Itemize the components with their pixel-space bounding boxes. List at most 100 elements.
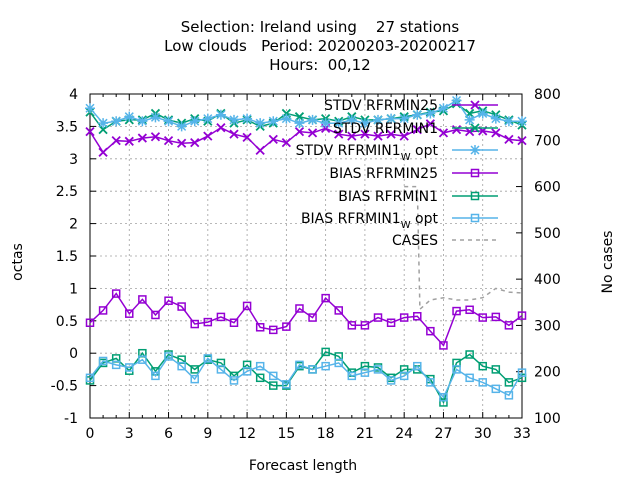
legend-swatch-marker — [470, 145, 480, 155]
y-tick-label: 3 — [69, 152, 78, 168]
legend-swatch-marker — [470, 168, 480, 178]
data-point — [190, 319, 199, 329]
data-point — [85, 373, 95, 383]
data-point — [111, 136, 121, 146]
series-line — [404, 185, 523, 311]
data-point — [85, 318, 95, 327]
data-point — [189, 116, 200, 127]
data-point — [190, 137, 200, 148]
data-point — [203, 131, 213, 141]
data-point — [229, 376, 239, 385]
data-point — [138, 295, 147, 304]
data-point — [464, 126, 475, 137]
data-point — [334, 129, 344, 139]
data-point — [504, 378, 514, 387]
x-axis-label: Forecast length — [249, 458, 357, 474]
data-point — [425, 119, 436, 129]
data-point — [164, 352, 173, 361]
data-point — [386, 113, 397, 124]
legend-label-tail: opt — [411, 211, 439, 227]
data-point — [151, 371, 160, 381]
data-point — [412, 125, 422, 135]
data-point — [373, 114, 383, 125]
ticks: 0 3 6 9 12 15 18 21 24 27 30 33 -1 -0.5 0 0.5 1 1.5 2 2.5 3 3… — [51, 87, 561, 442]
data-point — [478, 378, 487, 387]
data-point — [85, 103, 95, 114]
data-point — [177, 361, 186, 371]
series-5 — [85, 352, 527, 402]
x-tick-label: 15 — [277, 426, 295, 442]
x-tick-label: 9 — [203, 426, 212, 442]
data-point — [242, 132, 252, 143]
data-point — [517, 368, 527, 377]
y-tick-label: 0 — [69, 346, 78, 362]
data-point — [452, 365, 461, 374]
y-tick-label: 1 — [69, 281, 78, 297]
data-point — [124, 136, 134, 146]
data-point — [137, 116, 148, 127]
data-point — [413, 361, 422, 371]
chart-title-line-1: Selection: Ireland using 27 stations — [181, 18, 460, 36]
legend-label-sub: W — [401, 220, 411, 231]
data-point — [478, 361, 487, 371]
data-point — [465, 373, 474, 383]
x-tick-label: 30 — [474, 426, 492, 442]
data-point — [177, 302, 186, 311]
data-point — [517, 311, 527, 320]
legend-label: STDV RFRMIN1W opt — [296, 143, 439, 163]
chart-title-line-2: Low clouds Period: 20200203-20200217 — [164, 37, 476, 55]
data-point — [163, 136, 174, 146]
data-point — [269, 381, 278, 390]
data-point — [282, 380, 291, 389]
data-point — [320, 118, 331, 129]
data-point — [517, 136, 527, 146]
data-point — [308, 365, 317, 374]
data-point — [517, 116, 527, 127]
data-point — [504, 321, 514, 330]
series-3 — [85, 289, 527, 350]
x-tick-label: 27 — [435, 426, 453, 442]
y-tick-label: 0.5 — [56, 314, 78, 330]
data-point — [203, 354, 213, 363]
series-line — [89, 102, 523, 131]
series-line — [89, 99, 522, 128]
grid — [90, 94, 522, 418]
series-line — [89, 292, 523, 347]
legend-label-tail: opt — [411, 143, 439, 159]
data-point — [98, 147, 108, 157]
data-point — [98, 125, 108, 135]
data-point — [229, 114, 239, 125]
legend-swatch-marker — [470, 123, 480, 133]
data-point — [229, 371, 239, 381]
series-6 — [404, 185, 523, 311]
x-tick-label: 3 — [125, 426, 134, 442]
data-point — [124, 111, 135, 122]
data-point — [386, 376, 396, 385]
data-point — [347, 371, 357, 381]
data-point — [255, 361, 265, 371]
y2-tick-label: 500 — [534, 226, 561, 242]
y-tick-label: -0.5 — [51, 379, 78, 395]
legend-label-main: BIAS RFRMIN1 — [301, 211, 401, 227]
data-point — [229, 129, 239, 139]
data-point — [425, 108, 436, 119]
series-2 — [85, 95, 527, 132]
data-point — [98, 356, 108, 366]
y-tick-label: 1.5 — [56, 249, 78, 265]
data-point — [491, 128, 501, 138]
data-point — [413, 312, 422, 321]
data-point — [176, 138, 187, 148]
data-point — [412, 109, 423, 120]
data-point — [229, 318, 239, 327]
data-point — [373, 313, 383, 322]
data-point — [491, 365, 501, 374]
x-tick-label: 24 — [395, 426, 413, 442]
data-point — [125, 363, 134, 372]
data-point — [294, 126, 305, 137]
data-point — [111, 360, 121, 370]
data-point — [98, 118, 109, 129]
data-point — [111, 116, 122, 127]
data-point — [98, 306, 108, 315]
legend-swatch-marker — [470, 213, 480, 223]
